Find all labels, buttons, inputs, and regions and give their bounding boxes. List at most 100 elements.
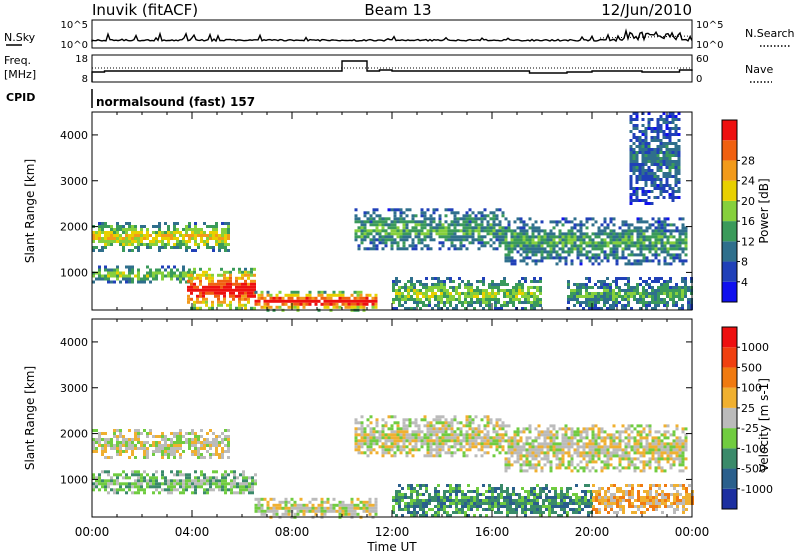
echo-cell [521,295,524,298]
echo-cell [579,304,582,307]
echo-cell [202,288,205,292]
echo-cell [128,268,131,272]
echo-cell [137,479,140,483]
power-cells [92,112,693,312]
echo-cell [665,181,669,184]
echo-cell [185,234,188,237]
echo-cell [372,241,376,245]
echo-cell [518,502,521,505]
echo-cell [668,151,672,154]
echo-cell [369,448,373,452]
echo-cell [495,424,499,428]
echo-cell [402,247,406,251]
echo-cell [212,237,215,240]
echo-cell [618,277,621,280]
echo-cell [483,427,487,431]
echo-cell [417,439,421,443]
echo-cell [579,241,583,245]
echo-cell [651,295,654,298]
echo-cell [197,435,200,438]
echo-cell [579,247,583,251]
echo-cell [618,238,622,242]
echo-cell [347,509,351,513]
echo-cell [284,302,288,306]
echo-cell [387,208,391,212]
echo-cell [227,447,230,450]
echo-cell [257,497,261,501]
echo-cell [381,430,385,434]
echo-cell [561,244,565,248]
echo-cell [582,442,586,446]
echo-cell [227,444,230,447]
echo-cell [414,445,418,449]
echo-cell [540,250,544,254]
echo-cell [104,237,107,240]
echo-cell [552,232,556,236]
echo-cell [224,438,227,441]
echo-cell [558,463,562,467]
echo-cell [627,262,631,266]
echo-cell [570,298,573,301]
echo-cell [644,190,648,193]
echo-cell [501,235,505,239]
echo-cell [612,229,616,233]
echo-cell [158,447,161,450]
echo-cell [615,259,619,263]
echo-cell [426,454,430,458]
echo-cell [443,508,446,511]
echo-cell [662,112,666,115]
echo-cell [363,220,367,224]
echo-cell [653,127,657,130]
echo-cell [485,508,488,511]
echo-cell [405,427,409,431]
echo-cell [410,490,413,493]
echo-cell [641,130,645,133]
echo-cell [434,298,437,301]
echo-cell [323,512,327,516]
echo-cell [387,427,391,431]
echo-cell [170,491,173,495]
echo-cell [687,286,690,289]
echo-cell [98,482,101,486]
echo-cell [669,247,673,251]
echo-cell [226,282,229,286]
echo-cell [674,190,678,193]
echo-cell [501,226,505,230]
echo-cell [202,294,205,298]
echo-cell [654,250,658,254]
echo-cell [573,289,576,292]
echo-cell [407,505,410,508]
echo-cell [507,259,511,263]
echo-cell [357,217,361,221]
echo-cell [684,235,688,239]
echo-cell [410,484,413,487]
echo-cell [110,280,113,284]
echo-cell [465,418,469,422]
echo-cell [431,283,434,286]
echo-cell [486,232,490,236]
echo-cell [363,214,367,218]
echo-cell [477,223,481,227]
echo-cell [116,429,119,432]
echo-cell [191,228,194,231]
echo-cell [396,217,400,221]
echo-cell [128,482,131,486]
echo-cell [479,280,482,283]
echo-cell [152,225,155,228]
echo-cell [218,237,221,240]
echo-cell [173,473,176,477]
echo-cell [456,433,460,437]
echo-cell [381,418,385,422]
echo-cell [654,247,658,251]
echo-cell [603,238,607,242]
echo-cell [540,241,544,245]
echo-cell [455,490,458,493]
echo-cell [396,208,400,212]
echo-cell [242,485,245,489]
echo-cell [182,450,185,453]
echo-cell [633,253,637,257]
echo-cell [497,508,500,511]
echo-cell [510,256,514,260]
echo-cell [479,304,482,307]
echo-cell [190,285,193,289]
